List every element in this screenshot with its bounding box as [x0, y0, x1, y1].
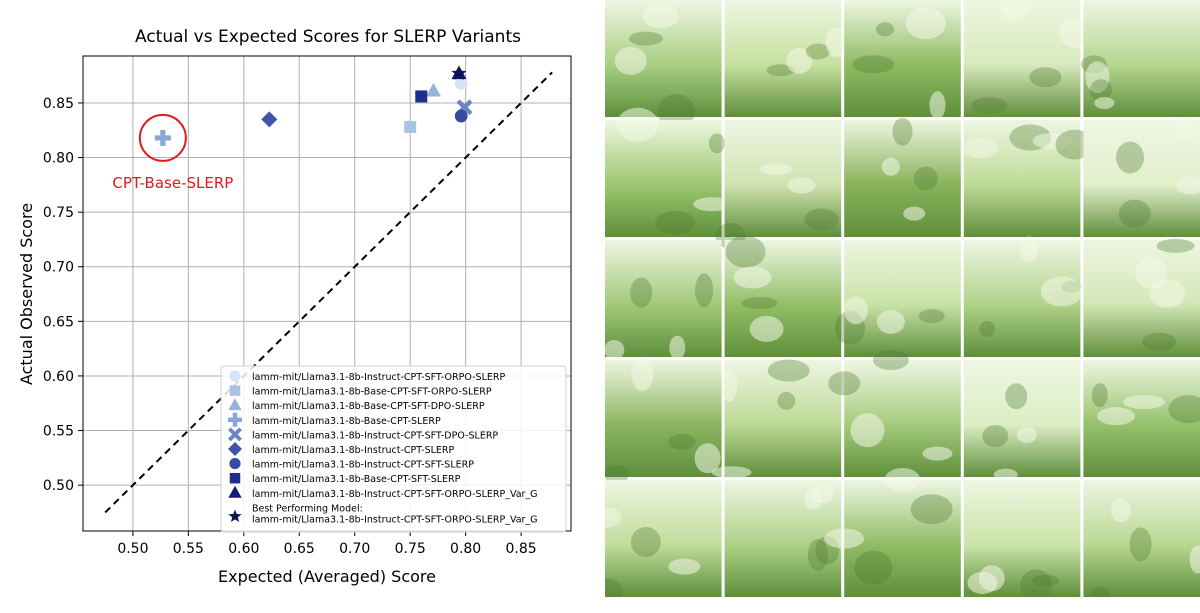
x-tick-label: 0.85	[506, 541, 537, 557]
gallery-image	[604, 240, 722, 360]
gallery-image	[835, 240, 961, 357]
data-point	[454, 109, 468, 123]
legend-marker	[228, 427, 242, 442]
legend-label: Best Performing Model:	[252, 503, 363, 514]
y-tick-label: 0.65	[43, 314, 74, 330]
gallery-image	[962, 120, 1094, 237]
data-point	[261, 111, 278, 128]
annotation-circle	[138, 113, 187, 162]
grid	[83, 56, 571, 531]
annotation-label: CPT-Base-SLERP	[112, 174, 233, 192]
y-axis-label: Actual Observed Score	[17, 203, 36, 385]
chart-title: Actual vs Expected Scores for SLERP Vari…	[135, 27, 521, 47]
data-point	[454, 76, 468, 90]
scatter-chart: Actual vs Expected Scores for SLERP Vari…	[17, 27, 572, 586]
gallery-image	[715, 120, 842, 249]
legend-label: lamm-mit/Llama3.1-8b-Instruct-CPT-SFT-SL…	[252, 460, 474, 471]
data-point	[451, 65, 467, 80]
gallery-image	[604, 357, 722, 485]
x-tick-label: 0.60	[228, 541, 259, 557]
gallery-grid	[589, 0, 1200, 605]
data-point	[404, 120, 417, 133]
legend-marker	[228, 398, 242, 411]
x-tick-label: 0.70	[339, 541, 370, 557]
legend-marker	[228, 412, 242, 427]
gallery-image	[711, 359, 842, 479]
y-tick-label: 0.60	[43, 369, 74, 385]
annotation-layer: CPT-Base-SLERP	[112, 113, 233, 192]
scatter-chart-panel: Actual vs Expected Scores for SLERP Vari…	[0, 0, 590, 609]
legend-marker	[229, 472, 241, 484]
legend-box	[220, 365, 567, 533]
gallery-image	[605, 107, 732, 237]
gallery-image	[724, 235, 842, 357]
legend-label: lamm-mit/Llama3.1-8b-Base-CPT-SLERP	[252, 416, 441, 427]
axis-ticks: 0.50 0.55 0.60 0.65 0.70 0.75 0.80 0.85 0.50 0.55…	[43, 96, 537, 557]
legend-marker	[228, 442, 242, 456]
legend-label: lamm-mit/Llama3.1-8b-Instruct-CPT-SFT-OR…	[252, 489, 538, 500]
gallery-image	[1083, 238, 1200, 357]
legend-label: lamm-mit/Llama3.1-8b-Base-CPT-SFT-DPO-SL…	[252, 401, 485, 412]
legend-marker	[229, 458, 241, 470]
gallery-image	[589, 480, 722, 605]
legend-label: lamm-mit/Llama3.1-8b-Instruct-CPT-SFT-OR…	[252, 372, 505, 383]
gallery-image	[963, 360, 1081, 481]
legend-marker	[229, 385, 241, 396]
y-tick-label: 0.50	[43, 478, 74, 494]
reference-line	[104, 71, 553, 514]
y-tick-label: 0.75	[43, 205, 74, 221]
data-markers	[154, 65, 473, 146]
legend: lamm-mit/Llama3.1-8b-Instruct-CPT-SFT-OR…	[220, 365, 567, 533]
gallery-image	[1083, 480, 1200, 601]
gallery-image	[824, 468, 961, 597]
legend-label: lamm-mit/Llama3.1-8b-Instruct-CPT-SFT-OR…	[252, 514, 538, 525]
data-point	[425, 82, 442, 97]
x-tick-label: 0.55	[173, 541, 204, 557]
x-tick-label: 0.50	[117, 541, 148, 557]
data-point	[415, 90, 428, 103]
x-tick-label: 0.75	[395, 541, 426, 557]
gallery-image	[1083, 360, 1200, 477]
legend-marker	[228, 509, 242, 523]
gallery-image	[844, 0, 961, 120]
y-tick-label: 0.70	[43, 260, 74, 276]
gallery-image	[963, 0, 1093, 117]
legend-label: lamm-mit/Llama3.1-8b-Base-CPT-SFT-ORPO-S…	[252, 387, 492, 398]
image-gallery	[589, 0, 1200, 605]
gallery-image	[605, 0, 722, 129]
gallery-image	[1083, 118, 1200, 237]
gallery-image	[844, 117, 961, 237]
x-tick-label: 0.65	[284, 541, 315, 557]
y-tick-label: 0.80	[43, 151, 74, 167]
gallery-image	[963, 480, 1081, 602]
gallery-image	[963, 236, 1083, 357]
gallery-image	[1080, 0, 1200, 117]
x-tick-label: 0.80	[450, 541, 481, 557]
data-point	[154, 129, 171, 146]
legend-label: lamm-mit/Llama3.1-8b-Instruct-CPT-SFT-DP…	[252, 430, 498, 441]
reference-line-layer	[104, 71, 553, 514]
legend-label: lamm-mit/Llama3.1-8b-Base-CPT-SFT-SLERP	[252, 474, 461, 485]
legend-label: lamm-mit/Llama3.1-8b-Instruct-CPT-SLERP	[252, 445, 455, 456]
gallery-image	[724, 0, 848, 117]
x-axis-label: Expected (Averaged) Score	[218, 567, 436, 586]
legend-marker	[229, 370, 241, 382]
x-stroke	[228, 427, 242, 442]
legend-marker	[228, 485, 242, 498]
y-tick-label: 0.85	[43, 96, 74, 112]
gallery-image	[828, 350, 961, 477]
gallery-image	[724, 480, 842, 597]
y-tick-label: 0.55	[43, 424, 74, 440]
